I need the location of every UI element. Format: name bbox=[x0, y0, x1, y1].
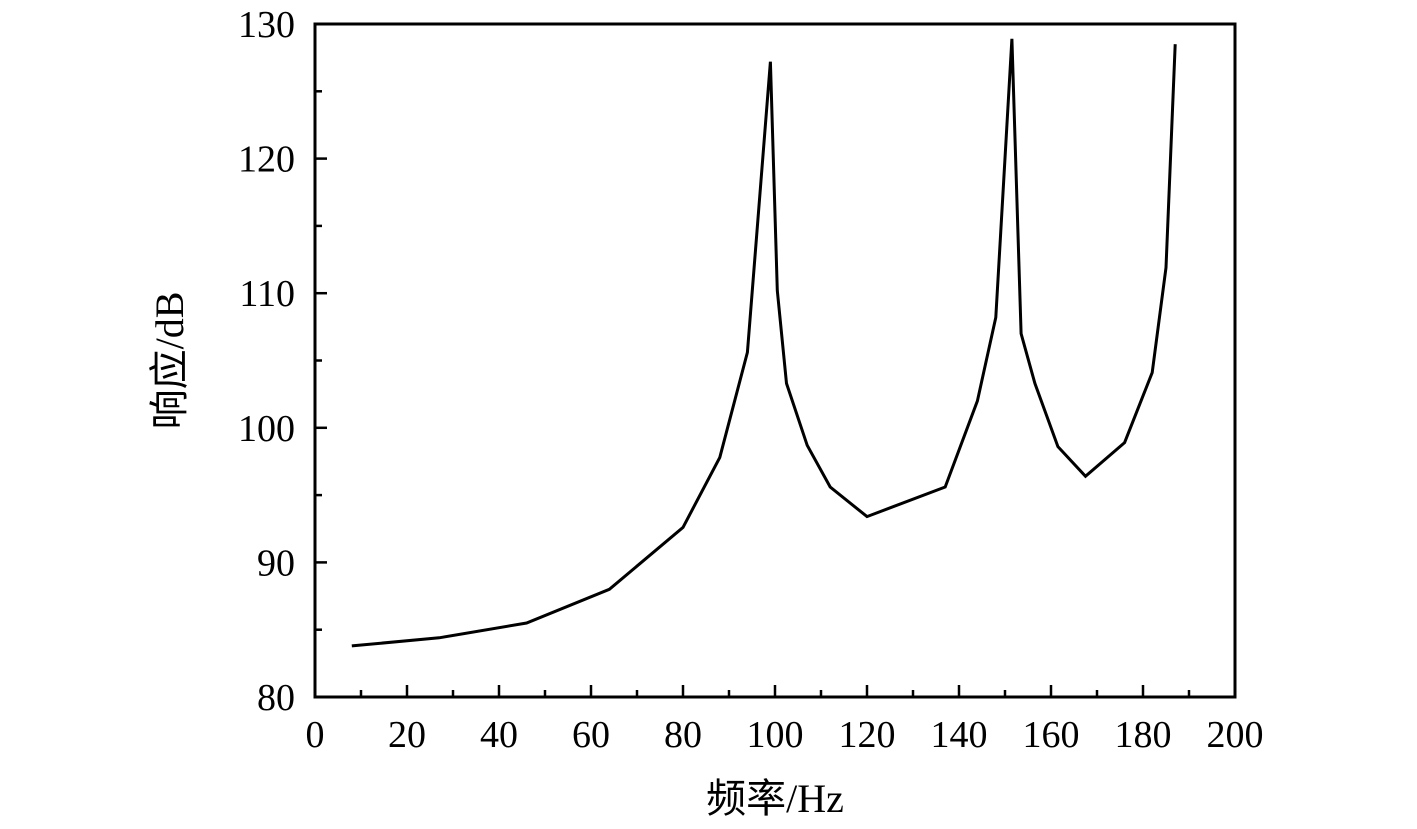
plot-frame bbox=[313, 22, 1237, 699]
y-tick-label: 120 bbox=[238, 139, 295, 181]
y-tick-label: 80 bbox=[257, 677, 295, 719]
x-tick-label: 160 bbox=[1023, 714, 1080, 756]
x-tick-label: 0 bbox=[306, 714, 325, 756]
x-tick-label: 200 bbox=[1207, 714, 1264, 756]
x-tick-label: 60 bbox=[572, 714, 610, 756]
x-tick-label: 100 bbox=[747, 714, 804, 756]
y-axis-title: 响应/dB bbox=[147, 292, 192, 430]
x-tick-label: 80 bbox=[664, 714, 702, 756]
y-tick-label: 110 bbox=[239, 273, 295, 315]
x-tick-label: 40 bbox=[480, 714, 518, 756]
y-tick-label: 100 bbox=[238, 408, 295, 450]
series-line bbox=[351, 38, 1177, 648]
y-tick-label: 90 bbox=[257, 542, 295, 584]
x-tick-label: 180 bbox=[1115, 714, 1172, 756]
x-tick-label: 140 bbox=[931, 714, 988, 756]
y-tick-label: 130 bbox=[238, 4, 295, 46]
x-tick-label: 20 bbox=[388, 714, 426, 756]
x-tick-label: 120 bbox=[839, 714, 896, 756]
tick-labels-layer: 0 20 40 60 80 100 120 140 160 180 200 80 90 100 110 120… bbox=[238, 4, 1264, 756]
ticks-layer bbox=[313, 22, 1237, 699]
x-axis-title: 频率/Hz bbox=[706, 776, 844, 821]
